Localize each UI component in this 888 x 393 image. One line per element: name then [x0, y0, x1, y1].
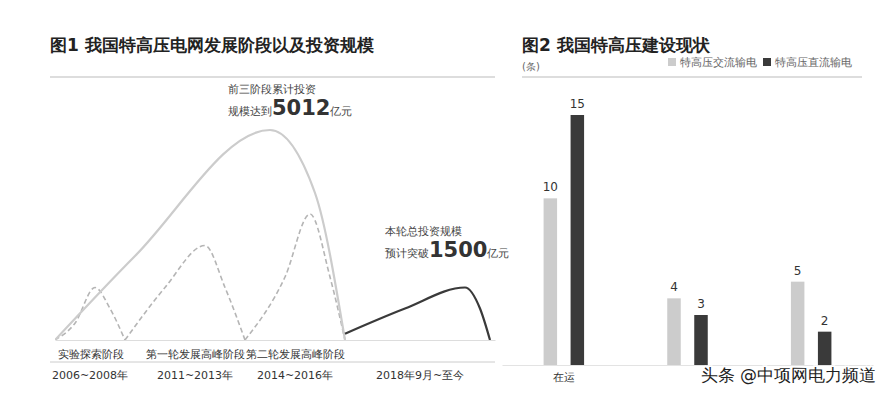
annotation-text: 前三阶段累计投资: [228, 83, 316, 96]
stage-curve: [55, 130, 345, 340]
separator: [50, 362, 495, 363]
annotation-text: 本轮总投资规模: [385, 225, 462, 238]
bar: [667, 298, 681, 365]
annotation-unit: 亿元: [329, 105, 352, 118]
data-label: 15: [570, 97, 585, 111]
data-label: 10: [543, 180, 558, 194]
tick: 在运: [553, 365, 575, 384]
plot-area: [544, 115, 832, 365]
title-rule: [522, 77, 862, 78]
period-label: 2011~2013年: [157, 369, 233, 382]
period-label: 2006~2008年: [52, 369, 128, 382]
legend-label: 特高压直流输电: [775, 56, 852, 68]
annotation-text: 预计突破: [385, 247, 429, 260]
tick-label: 在运: [553, 371, 575, 384]
annotation-value: 1500: [429, 238, 487, 262]
axis-line: [56, 340, 496, 341]
legend-label: 特高压交流输电: [680, 56, 757, 68]
bar: [571, 115, 585, 365]
stage-curve: [245, 214, 345, 340]
legend: 特高压交流输电 特高压直流输电: [668, 56, 852, 68]
data-label: 5: [794, 264, 802, 278]
x-axis: 实验探索阶段 第一轮发展高峰阶段第二轮发展高峰阶段: [56, 340, 496, 361]
tick-label: 实验探索阶段: [58, 348, 124, 361]
annotation-line: 规模达到5012亿元: [228, 96, 352, 120]
title-rule: [50, 77, 495, 78]
tick: 第二轮发展高峰阶段: [246, 340, 345, 361]
tick: 实验探索阶段: [58, 340, 124, 361]
tick-label: 第一轮发展高峰阶段: [146, 348, 245, 361]
data-label: 3: [697, 297, 705, 311]
annotation-line: 预计突破1500亿元: [385, 238, 509, 262]
bar: [694, 315, 708, 365]
stage-curve: [345, 288, 490, 341]
chart-title: 图2 我国特高压建设现状: [522, 35, 711, 55]
annotation-unit: 亿元: [486, 247, 509, 260]
bar: [544, 198, 558, 365]
period-label: 2014~2016年: [257, 369, 333, 382]
tick-label: 第二轮发展高峰阶段: [246, 348, 345, 361]
plot-area: [55, 130, 490, 340]
data-label: 4: [670, 280, 678, 294]
watermark: 头条 @中项网电力频道: [701, 365, 876, 385]
bar: [818, 332, 832, 365]
legend-swatch: [763, 58, 771, 66]
data-label: 2: [821, 314, 829, 328]
annotation: 前三阶段累计投资规模达到5012亿元: [228, 83, 352, 120]
background: [0, 0, 888, 393]
chart-title: 图1 我国特高压电网发展阶段以及投资规模: [50, 35, 374, 55]
stage-curve: [55, 288, 125, 341]
chart-canvas: 图1 我国特高压电网发展阶段以及投资规模前三阶段累计投资规模达到5012亿元本轮…: [0, 0, 888, 393]
period-label: 2018年9月~至今: [376, 369, 464, 382]
stage-curve: [125, 246, 245, 341]
tick: 第一轮发展高峰阶段: [146, 340, 245, 361]
axis-title: (条): [522, 61, 540, 72]
annotation-text: 规模达到: [228, 105, 272, 118]
annotation: 本轮总投资规模预计突破1500亿元: [385, 225, 509, 262]
annotation-value: 5012: [272, 96, 330, 120]
legend-swatch: [668, 58, 676, 66]
bar: [791, 282, 805, 365]
